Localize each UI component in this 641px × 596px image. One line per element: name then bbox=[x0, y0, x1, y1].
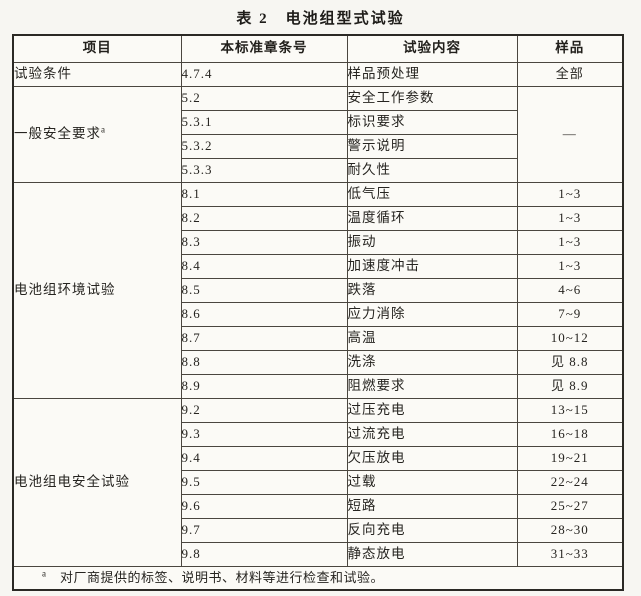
sample-cell: 全部 bbox=[516, 61, 624, 87]
table-row: 试验条件 4.7.4 样品预处理 全部 bbox=[12, 61, 624, 87]
table-row: 9.3 过流充电 16~18 bbox=[13, 421, 624, 447]
clause-cell: 8.7 bbox=[180, 325, 348, 351]
clause-cell: 9.6 bbox=[180, 493, 348, 519]
content-cell: 短路 bbox=[346, 493, 518, 519]
sample-cell: 1~3 bbox=[516, 253, 624, 279]
content-cell: 高温 bbox=[346, 325, 518, 351]
group-cell-environment-tests: 电池组环境试验 bbox=[12, 181, 182, 399]
content-cell: 标识要求 bbox=[346, 109, 518, 135]
clause-cell: 9.5 bbox=[180, 469, 348, 495]
table-row: 电池组环境试验 8.1 低气压 1~3 bbox=[12, 181, 624, 399]
sample-cell: 19~21 bbox=[516, 445, 624, 471]
clause-cell: 8.8 bbox=[180, 349, 348, 375]
footnote-marker: a bbox=[42, 568, 46, 579]
table-row: 9.8 静态放电 31~33 bbox=[13, 541, 624, 567]
clause-cell: 5.3.2 bbox=[180, 133, 348, 159]
sample-cell: 13~15 bbox=[516, 397, 624, 423]
group-cell-general-safety: 一般安全要求a bbox=[12, 85, 182, 183]
sample-cell-merged: — bbox=[516, 85, 624, 183]
clause-cell: 8.1 bbox=[180, 181, 348, 207]
type-test-table: 项目 本标准章条号 试验内容 样品 试验条件 4.7.4 样品预处理 全部 一般… bbox=[12, 34, 624, 591]
table-row: 5.3.3 耐久性 bbox=[13, 157, 623, 183]
content-cell: 过载 bbox=[346, 469, 518, 495]
clause-cell: 8.3 bbox=[180, 229, 348, 255]
sample-cell: 7~9 bbox=[516, 301, 624, 327]
clause-cell: 9.8 bbox=[180, 541, 348, 567]
clause-cell: 8.9 bbox=[180, 373, 348, 399]
clause-cell: 8.6 bbox=[180, 301, 348, 327]
table-row: 8.9 阻燃要求 见 8.9 bbox=[13, 373, 624, 399]
content-cell: 过流充电 bbox=[346, 421, 518, 447]
footnote-text: 对厂商提供的标签、说明书、材料等进行检查和试验。 bbox=[60, 569, 385, 585]
content-cell: 安全工作参数 bbox=[346, 85, 518, 111]
clause-cell: 9.2 bbox=[180, 397, 348, 423]
footnote-row: a 对厂商提供的标签、说明书、材料等进行检查和试验。 bbox=[12, 565, 624, 591]
clause-cell: 9.4 bbox=[180, 445, 348, 471]
content-cell: 警示说明 bbox=[346, 133, 518, 159]
sample-cell: 22~24 bbox=[516, 469, 624, 495]
content-cell: 低气压 bbox=[346, 181, 518, 207]
content-cell: 耐久性 bbox=[346, 157, 518, 183]
sample-cell: 31~33 bbox=[516, 541, 624, 567]
content-cell: 洗涤 bbox=[346, 349, 518, 375]
sample-cell: 1~3 bbox=[516, 229, 624, 255]
sample-cell: 4~6 bbox=[516, 277, 624, 303]
table-row: 5.3.1 标识要求 bbox=[13, 109, 623, 135]
table-row: 电池组电安全试验 9.2 过压充电 13~15 bbox=[12, 397, 624, 567]
table-row: 一般安全要求a 5.2 安全工作参数 — bbox=[12, 85, 624, 183]
clause-cell: 5.3.3 bbox=[180, 157, 348, 183]
clause-cell: 8.4 bbox=[180, 253, 348, 279]
sample-cell: 1~3 bbox=[516, 181, 624, 207]
clause-cell: 4.7.4 bbox=[180, 61, 348, 87]
clause-cell: 8.5 bbox=[180, 277, 348, 303]
sample-cell: 10~12 bbox=[516, 325, 624, 351]
sample-cell: 1~3 bbox=[516, 205, 624, 231]
header-cell-content: 试验内容 bbox=[346, 34, 518, 63]
content-cell: 阻燃要求 bbox=[346, 373, 518, 399]
clause-cell: 5.3.1 bbox=[180, 109, 348, 135]
table-row: 8.7 高温 10~12 bbox=[13, 325, 624, 351]
content-cell: 反向充电 bbox=[346, 517, 518, 543]
sample-cell: 16~18 bbox=[516, 421, 624, 447]
table-row: 8.3 振动 1~3 bbox=[13, 229, 624, 255]
group-cell-electrical-safety-tests: 电池组电安全试验 bbox=[12, 397, 182, 567]
table-row: 8.2 温度循环 1~3 bbox=[13, 205, 624, 231]
content-cell: 温度循环 bbox=[346, 205, 518, 231]
table-row: 8.5 跌落 4~6 bbox=[13, 277, 624, 303]
clause-cell: 8.2 bbox=[180, 205, 348, 231]
header-cell-sample: 样品 bbox=[516, 34, 624, 63]
content-cell: 样品预处理 bbox=[346, 61, 518, 87]
header-cell-clause: 本标准章条号 bbox=[180, 34, 348, 63]
table-row: 8.6 应力消除 7~9 bbox=[13, 301, 624, 327]
table-row: 9.7 反向充电 28~30 bbox=[13, 517, 624, 543]
content-cell: 振动 bbox=[346, 229, 518, 255]
clause-cell: 9.3 bbox=[180, 421, 348, 447]
group-label: 一般安全要求 bbox=[14, 125, 101, 141]
table-row: 8.8 洗涤 见 8.8 bbox=[13, 349, 624, 375]
content-cell: 欠压放电 bbox=[346, 445, 518, 471]
content-cell: 静态放电 bbox=[346, 541, 518, 567]
group-cell-test-conditions: 试验条件 bbox=[12, 61, 182, 87]
page-title: 表 2 电池组型式试验 bbox=[236, 11, 405, 27]
content-cell: 应力消除 bbox=[346, 301, 518, 327]
clause-cell: 9.7 bbox=[180, 517, 348, 543]
sample-cell: 见 8.8 bbox=[516, 349, 624, 375]
table-row: 8.4 加速度冲击 1~3 bbox=[13, 253, 624, 279]
sample-cell: 25~27 bbox=[516, 493, 624, 519]
header-cell-item: 项目 bbox=[12, 34, 182, 63]
sample-cell: 28~30 bbox=[516, 517, 624, 543]
footnote-cell: a 对厂商提供的标签、说明书、材料等进行检查和试验。 bbox=[12, 565, 624, 591]
content-cell: 加速度冲击 bbox=[346, 253, 518, 279]
header-row: 项目 本标准章条号 试验内容 样品 bbox=[12, 34, 624, 63]
sample-cell: 见 8.9 bbox=[516, 373, 624, 399]
footnote-ref: a bbox=[101, 124, 105, 135]
clause-cell: 5.2 bbox=[180, 85, 348, 111]
content-cell: 过压充电 bbox=[346, 397, 518, 423]
content-cell: 跌落 bbox=[346, 277, 518, 303]
